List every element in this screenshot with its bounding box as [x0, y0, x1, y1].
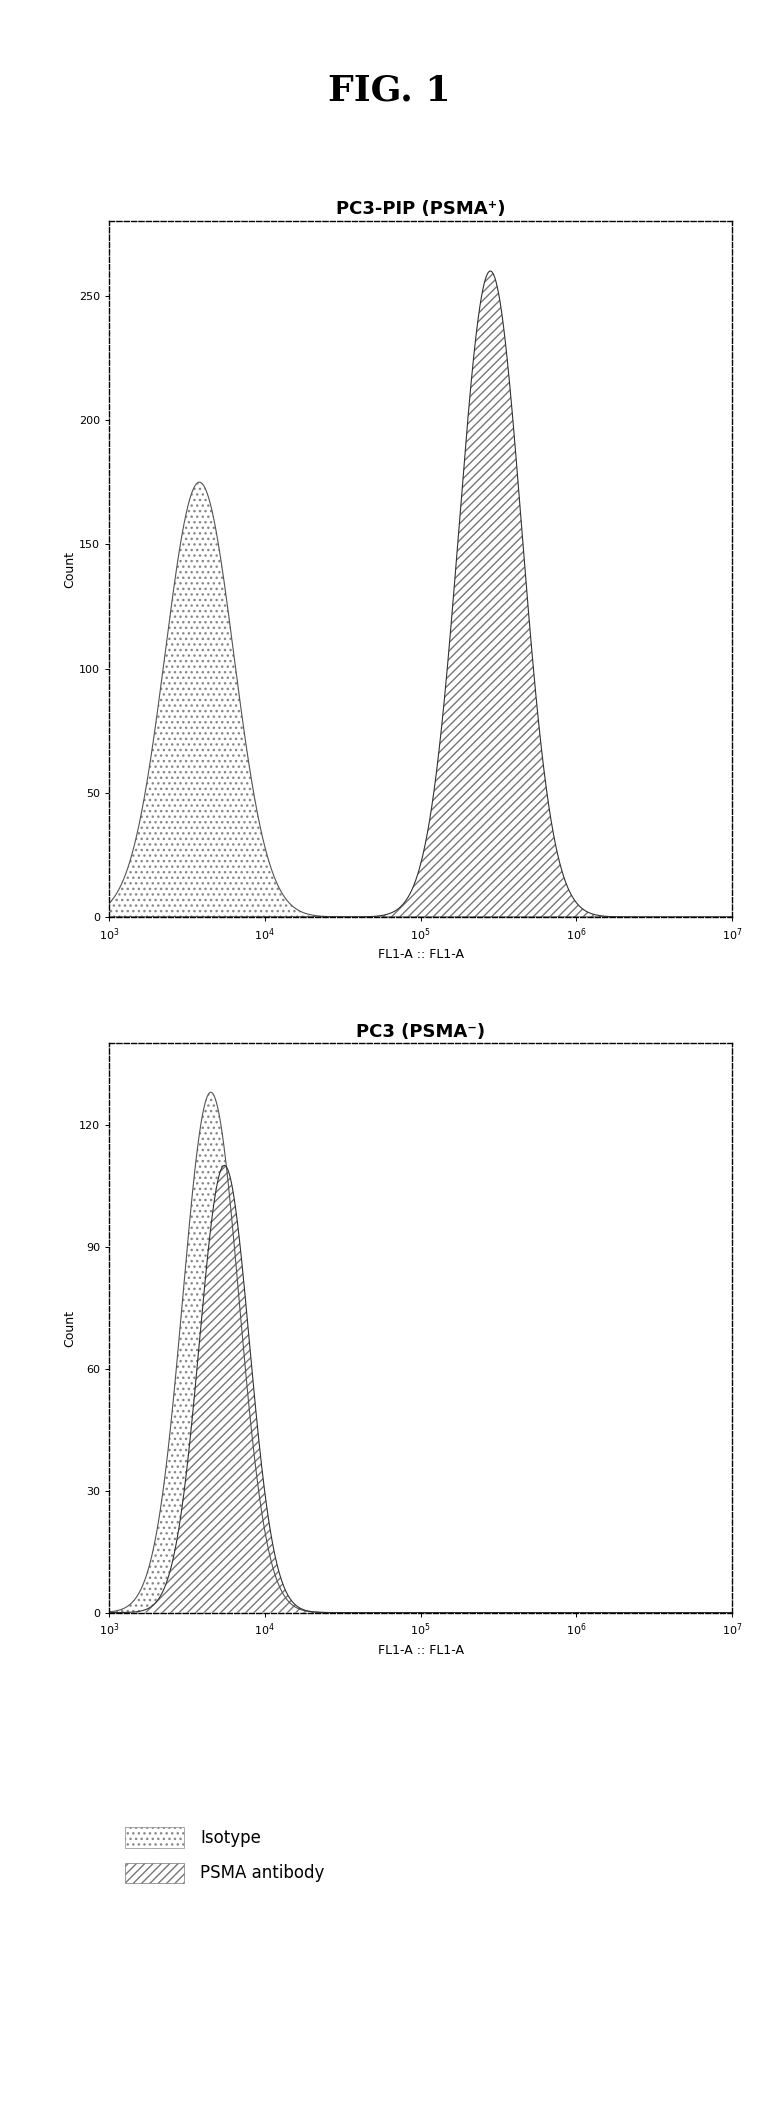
Text: FIG. 1: FIG. 1: [328, 74, 451, 108]
Title: PC3 (PSMA⁻): PC3 (PSMA⁻): [356, 1022, 485, 1041]
X-axis label: FL1-A :: FL1-A: FL1-A :: FL1-A: [378, 949, 464, 961]
Title: PC3-PIP (PSMA⁺): PC3-PIP (PSMA⁺): [336, 200, 506, 219]
Y-axis label: Count: Count: [63, 550, 76, 588]
Legend: Isotype, PSMA antibody: Isotype, PSMA antibody: [125, 1828, 325, 1882]
X-axis label: FL1-A :: FL1-A: FL1-A :: FL1-A: [378, 1644, 464, 1657]
Y-axis label: Count: Count: [63, 1309, 76, 1347]
